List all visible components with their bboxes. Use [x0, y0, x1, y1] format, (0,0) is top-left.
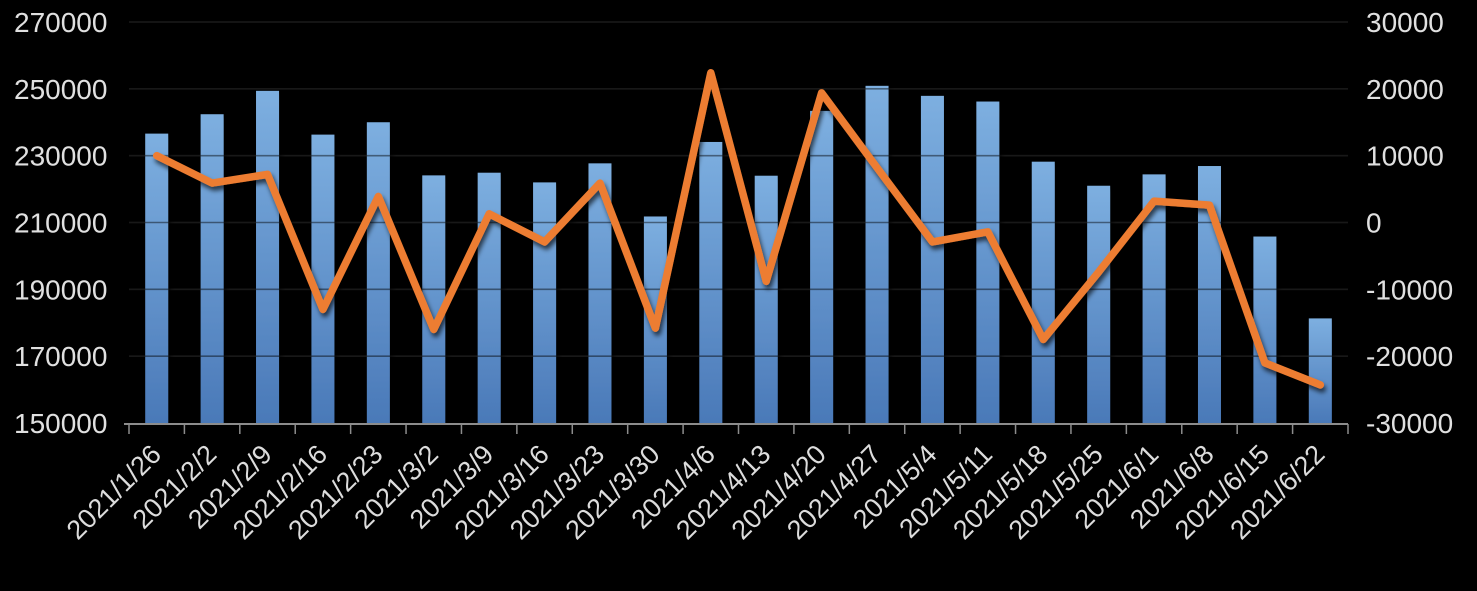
- bar-2021/5/18[interactable]: [1031, 161, 1055, 423]
- bar-2021/6/1[interactable]: [1142, 174, 1166, 423]
- bar-2021/4/20[interactable]: [810, 110, 834, 423]
- left-axis-tick-label: 210000: [14, 208, 107, 239]
- bar-2021/4/27[interactable]: [865, 85, 889, 423]
- bar-2021/2/16[interactable]: [311, 134, 335, 423]
- line-series[interactable]: [152, 69, 1325, 389]
- bar-2021/3/2[interactable]: [422, 175, 446, 423]
- bar-2021/3/23[interactable]: [588, 163, 612, 424]
- right-axis-tick-label: -30000: [1366, 408, 1453, 439]
- right-axis-tick-label: 10000: [1366, 141, 1444, 172]
- bar-2021/5/11[interactable]: [976, 101, 1000, 423]
- left-axis-tick-label: 270000: [14, 7, 107, 38]
- bar-2021/6/15[interactable]: [1253, 236, 1277, 423]
- right-axis-tick-label: 0: [1366, 208, 1382, 239]
- bar-series[interactable]: [145, 85, 1332, 424]
- bar-2021/2/2[interactable]: [200, 114, 224, 423]
- bar-2021/5/25[interactable]: [1087, 185, 1111, 423]
- gridline-overlay: [129, 21, 1348, 357]
- right-axis-labels: 30000 20000 10000 0 -10000 -20000 -30000: [1366, 7, 1453, 439]
- right-axis-tick-label: -20000: [1366, 341, 1453, 372]
- left-axis-tick-label: 230000: [14, 141, 107, 172]
- bar-2021/3/9[interactable]: [477, 172, 501, 423]
- left-axis-tick-label: 250000: [14, 74, 107, 105]
- bar-2021/6/22[interactable]: [1308, 318, 1332, 423]
- left-axis-labels: 270000 250000 230000 210000 190000 170000 1500…: [14, 7, 107, 439]
- left-axis-tick-label: 170000: [14, 341, 107, 372]
- bar-2021/2/23[interactable]: [366, 122, 390, 423]
- left-axis-tick-label: 190000: [14, 274, 107, 305]
- x-axis: [124, 423, 1349, 434]
- left-axis-tick-label: 150000: [14, 408, 107, 439]
- bar-2021/3/16[interactable]: [533, 182, 557, 423]
- right-axis-tick-label: 30000: [1366, 7, 1444, 38]
- bar-2021/2/9[interactable]: [256, 90, 280, 424]
- right-axis-tick-label: 20000: [1366, 74, 1444, 105]
- bar-2021/4/6[interactable]: [699, 141, 723, 424]
- right-axis-tick-label: -10000: [1366, 274, 1453, 305]
- bar-2021/1/26[interactable]: [145, 133, 169, 423]
- bar-2021/5/4[interactable]: [920, 95, 944, 423]
- bar-2021/4/13[interactable]: [754, 175, 778, 423]
